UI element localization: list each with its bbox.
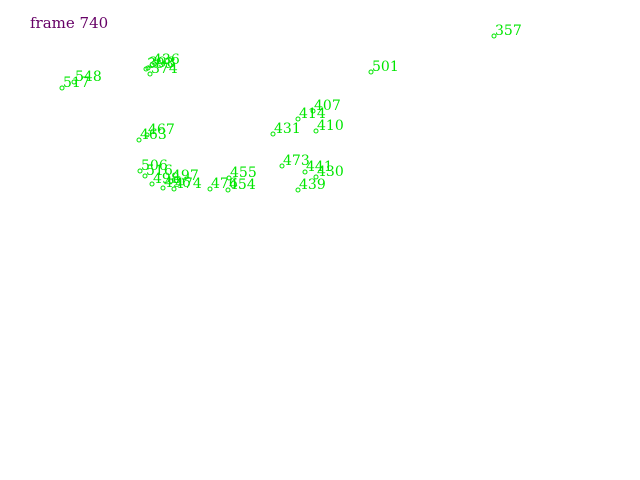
- track-id-label: 454: [229, 177, 256, 193]
- track-point: [149, 181, 155, 187]
- track-point: [295, 187, 301, 193]
- track-point: [302, 169, 308, 175]
- track-marker: 439: [295, 177, 326, 193]
- frame-counter-label: frame 740: [30, 14, 109, 32]
- track-marker: 498: [149, 171, 180, 187]
- track-marker: 357: [491, 23, 522, 39]
- track-point: [144, 132, 150, 138]
- track-point: [226, 175, 232, 181]
- track-id-label: 496: [164, 175, 191, 191]
- track-id-label: 473: [283, 153, 310, 169]
- track-id-label: 436: [153, 52, 180, 68]
- track-id-label: 441: [306, 159, 333, 175]
- track-point: [279, 163, 285, 169]
- track-point: [160, 185, 166, 191]
- track-point: [207, 186, 213, 192]
- track-point: [147, 71, 153, 77]
- track-marker: 374: [147, 61, 178, 77]
- track-marker: 474: [171, 176, 202, 192]
- track-marker: 463: [136, 127, 167, 143]
- track-marker: 476: [207, 176, 238, 192]
- track-point: [295, 116, 301, 122]
- track-id-label: 467: [148, 122, 175, 138]
- track-marker: 517: [59, 75, 90, 91]
- track-id-label: 506: [141, 158, 168, 174]
- track-marker: 496: [160, 175, 191, 191]
- track-point: [136, 137, 142, 143]
- track-id-label: 414: [299, 106, 326, 122]
- track-point: [313, 128, 319, 134]
- track-marker: 516: [142, 163, 173, 179]
- track-marker: 467: [144, 122, 175, 138]
- track-point: [368, 69, 374, 75]
- track-id-label: 476: [211, 176, 238, 192]
- track-marker: 414: [295, 106, 326, 122]
- track-id-label: 357: [495, 23, 522, 39]
- track-id-label: 501: [372, 59, 399, 75]
- track-id-label: 410: [317, 118, 344, 134]
- track-id-label: 398: [149, 55, 176, 71]
- track-marker: 454: [225, 177, 256, 193]
- track-point: [149, 62, 155, 68]
- track-marker: 407: [310, 98, 341, 114]
- track-point: [137, 168, 143, 174]
- track-marker: 497: [168, 168, 199, 184]
- track-point: [491, 33, 497, 39]
- track-marker: 455: [226, 165, 257, 181]
- track-point: [143, 66, 149, 72]
- track-marker: 393: [143, 56, 174, 72]
- track-marker: 436: [149, 52, 180, 68]
- track-point: [313, 174, 319, 180]
- track-id-label: 498: [153, 171, 180, 187]
- track-marker: 548: [71, 69, 102, 85]
- track-marker: 501: [368, 59, 399, 75]
- track-point: [270, 131, 276, 137]
- track-id-label: 393: [147, 56, 174, 72]
- track-marker: 410: [313, 118, 344, 134]
- track-id-label: 430: [317, 164, 344, 180]
- track-id-label: 431: [274, 121, 301, 137]
- track-point: [71, 79, 77, 85]
- track-id-label: 516: [146, 163, 173, 179]
- track-marker: 430: [313, 164, 344, 180]
- track-point: [171, 186, 177, 192]
- track-point: [142, 173, 148, 179]
- track-point: [59, 85, 65, 91]
- track-marker: 431: [270, 121, 301, 137]
- track-marker: 441: [302, 159, 333, 175]
- track-point: [225, 187, 231, 193]
- track-point: [310, 108, 316, 114]
- track-id-label: 439: [299, 177, 326, 193]
- track-marker: 506: [137, 158, 168, 174]
- track-id-label: 407: [314, 98, 341, 114]
- track-id-label: 548: [75, 69, 102, 85]
- track-id-label: 497: [172, 168, 199, 184]
- track-id-label: 374: [151, 61, 178, 77]
- track-id-label: 463: [140, 127, 167, 143]
- track-id-label: 455: [230, 165, 257, 181]
- track-id-label: 474: [175, 176, 202, 192]
- track-point: [168, 178, 174, 184]
- track-marker: 473: [279, 153, 310, 169]
- track-id-label: 517: [63, 75, 90, 91]
